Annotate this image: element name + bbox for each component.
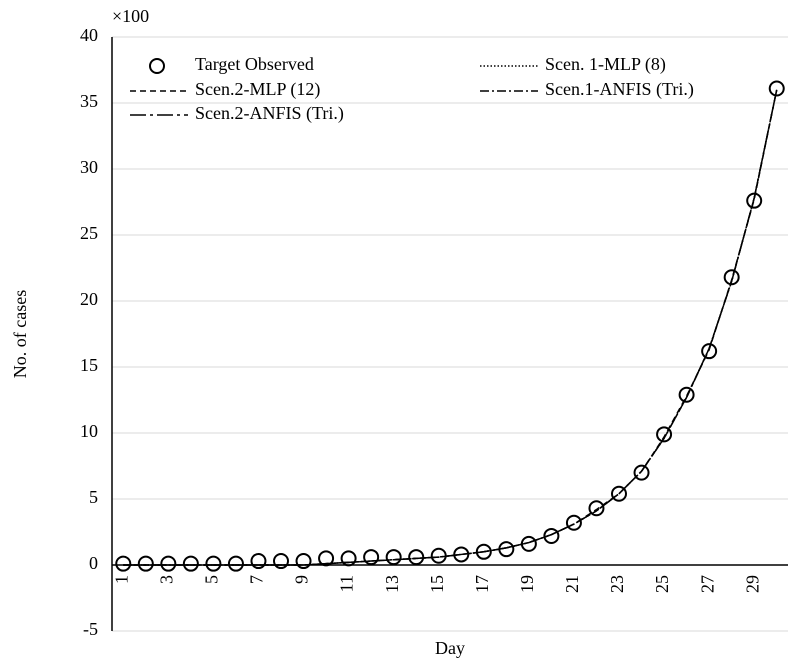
data-point	[182, 555, 199, 572]
x-tick-label: 3	[156, 575, 176, 584]
y-tick-label: 20	[80, 289, 98, 309]
x-tick-label: 15	[427, 575, 447, 593]
y-axis-label: No. of cases	[10, 290, 30, 378]
x-tick-label: 29	[742, 575, 762, 593]
legend-label: Scen.2-ANFIS (Tri.)	[195, 103, 344, 124]
x-tick-label: 27	[697, 575, 717, 593]
y-tick-label: 40	[80, 25, 98, 45]
data-point	[768, 80, 785, 97]
x-tick-label: 19	[517, 575, 537, 593]
x-tick-label: 23	[607, 575, 627, 593]
data-point	[498, 541, 515, 558]
data-point	[701, 343, 718, 360]
x-tick-label: 17	[472, 575, 492, 593]
legend-symbol	[149, 58, 165, 74]
data-point	[385, 549, 402, 566]
y-tick-label: 10	[80, 421, 98, 441]
y-tick-label: 15	[80, 355, 98, 375]
data-line	[123, 89, 778, 566]
data-point	[250, 553, 267, 570]
x-tick-label: 5	[202, 575, 222, 584]
legend-label: Target Observed	[195, 54, 314, 74]
data-point	[453, 546, 470, 563]
data-point	[588, 500, 605, 517]
x-tick-label: 21	[562, 575, 582, 593]
data-point	[430, 547, 447, 564]
x-tick-label: 11	[337, 575, 357, 592]
data-point	[340, 550, 357, 567]
x-tick-label: 7	[247, 575, 267, 584]
data-point	[543, 527, 560, 544]
legend-label: Scen.2-MLP (12)	[195, 79, 320, 100]
data-point	[520, 535, 537, 552]
legend-label: Scen. 1-MLP (8)	[545, 54, 666, 75]
data-point	[205, 555, 222, 572]
x-axis-label: Day	[435, 638, 465, 658]
data-point	[565, 514, 582, 531]
data-point	[678, 386, 695, 403]
data-point	[746, 192, 763, 209]
data-point	[318, 550, 335, 567]
data-point	[475, 543, 492, 560]
y-tick-label: 35	[80, 91, 98, 111]
data-point	[363, 549, 380, 566]
data-point	[611, 485, 627, 502]
data-line	[123, 89, 778, 566]
data-point	[227, 555, 244, 572]
x-tick-label: 9	[292, 575, 312, 584]
data-line	[123, 89, 778, 566]
data-point	[408, 549, 425, 566]
data-point	[137, 555, 154, 572]
data-line	[123, 89, 778, 566]
y-tick-label: 0	[89, 553, 98, 573]
data-point	[723, 269, 740, 286]
data-point	[656, 426, 673, 443]
y-tick-label: 30	[80, 157, 98, 177]
x-tick-label: 25	[652, 575, 672, 593]
y-tick-label: -5	[83, 619, 98, 639]
data-point	[115, 555, 132, 572]
legend-label: Scen.1-ANFIS (Tri.)	[545, 79, 694, 100]
data-point	[633, 464, 650, 481]
data-point	[295, 553, 312, 570]
y-tick-label: 5	[89, 487, 98, 507]
x-tick-label: 1	[111, 575, 131, 584]
data-point	[273, 553, 289, 570]
y-tick-label: 25	[80, 223, 98, 243]
x-tick-label: 13	[382, 575, 402, 593]
y-unit-label: ×100	[112, 6, 149, 26]
legend: Target Observed Scen. 1-MLP (8) Scen.2-MLP…	[130, 54, 694, 124]
data-point	[160, 555, 177, 572]
